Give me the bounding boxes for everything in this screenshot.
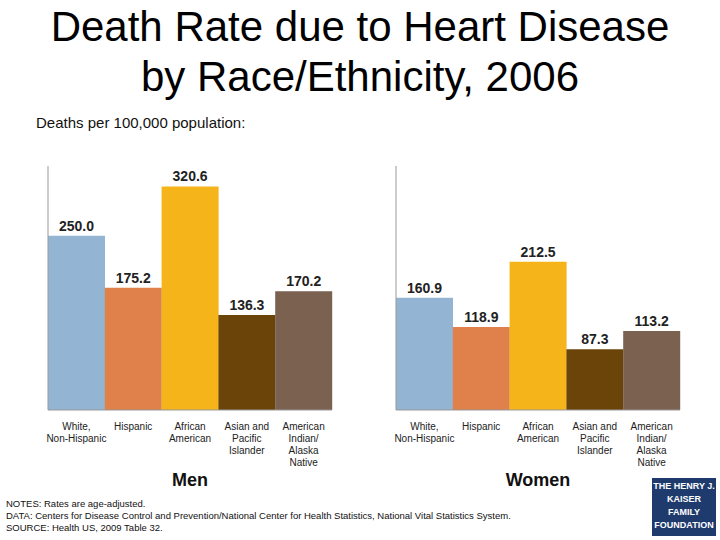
svg-text:Asian andPacificIslander: Asian andPacificIslander [573, 421, 617, 456]
svg-text:113.2: 113.2 [635, 313, 669, 329]
svg-text:118.9: 118.9 [464, 309, 498, 325]
html-text:DATA: Centers for Disease Cont: DATA: Centers for Disease Control and Pr… [6, 510, 511, 521]
svg-text:Hispanic: Hispanic [114, 421, 152, 432]
svg-text:AfricanAmerican: AfricanAmerican [517, 421, 559, 444]
html-text:Death Rate due to Heart Diseas: Death Rate due to Heart Disease by Race/… [50, 3, 670, 100]
html-text:NOTES: Rates are age-adjusted.: NOTES: Rates are age-adjusted. [6, 498, 146, 509]
svg-text:AfricanAmerican: AfricanAmerican [169, 421, 211, 444]
html-text:Women: Women [505, 470, 571, 490]
svg-text:160.9: 160.9 [407, 280, 442, 296]
svg-text:87.3: 87.3 [581, 331, 608, 347]
svg-text:320.6: 320.6 [173, 168, 208, 184]
svg-text:175.2: 175.2 [116, 270, 151, 286]
html-text:Deaths per 100,000 population:: Deaths per 100,000 population: [36, 114, 246, 131]
svg-text:White,Non-Hispanic: White,Non-Hispanic [394, 421, 454, 444]
svg-text:136.3: 136.3 [229, 297, 264, 313]
html-text:THE HENRY J. KAISER FAMILY FOU: THE HENRY J. KAISER FAMILY FOUNDATION [653, 481, 715, 530]
html-text:Men: Men [172, 470, 208, 490]
svg-text:250.0: 250.0 [59, 218, 94, 234]
svg-text:AmericanIndian/AlaskaNative: AmericanIndian/AlaskaNative [630, 421, 672, 468]
svg-text:170.2: 170.2 [286, 273, 321, 289]
html-text:SOURCE: Health US, 2009 Table: SOURCE: Health US, 2009 Table 32. [6, 522, 163, 533]
svg-text:AmericanIndian/AlaskaNative: AmericanIndian/AlaskaNative [282, 421, 324, 468]
svg-text:Asian andPacificIslander: Asian andPacificIslander [225, 421, 269, 456]
svg-text:White,Non-Hispanic: White,Non-Hispanic [46, 421, 106, 444]
svg-text:212.5: 212.5 [521, 244, 556, 260]
svg-text:Hispanic: Hispanic [462, 421, 500, 432]
